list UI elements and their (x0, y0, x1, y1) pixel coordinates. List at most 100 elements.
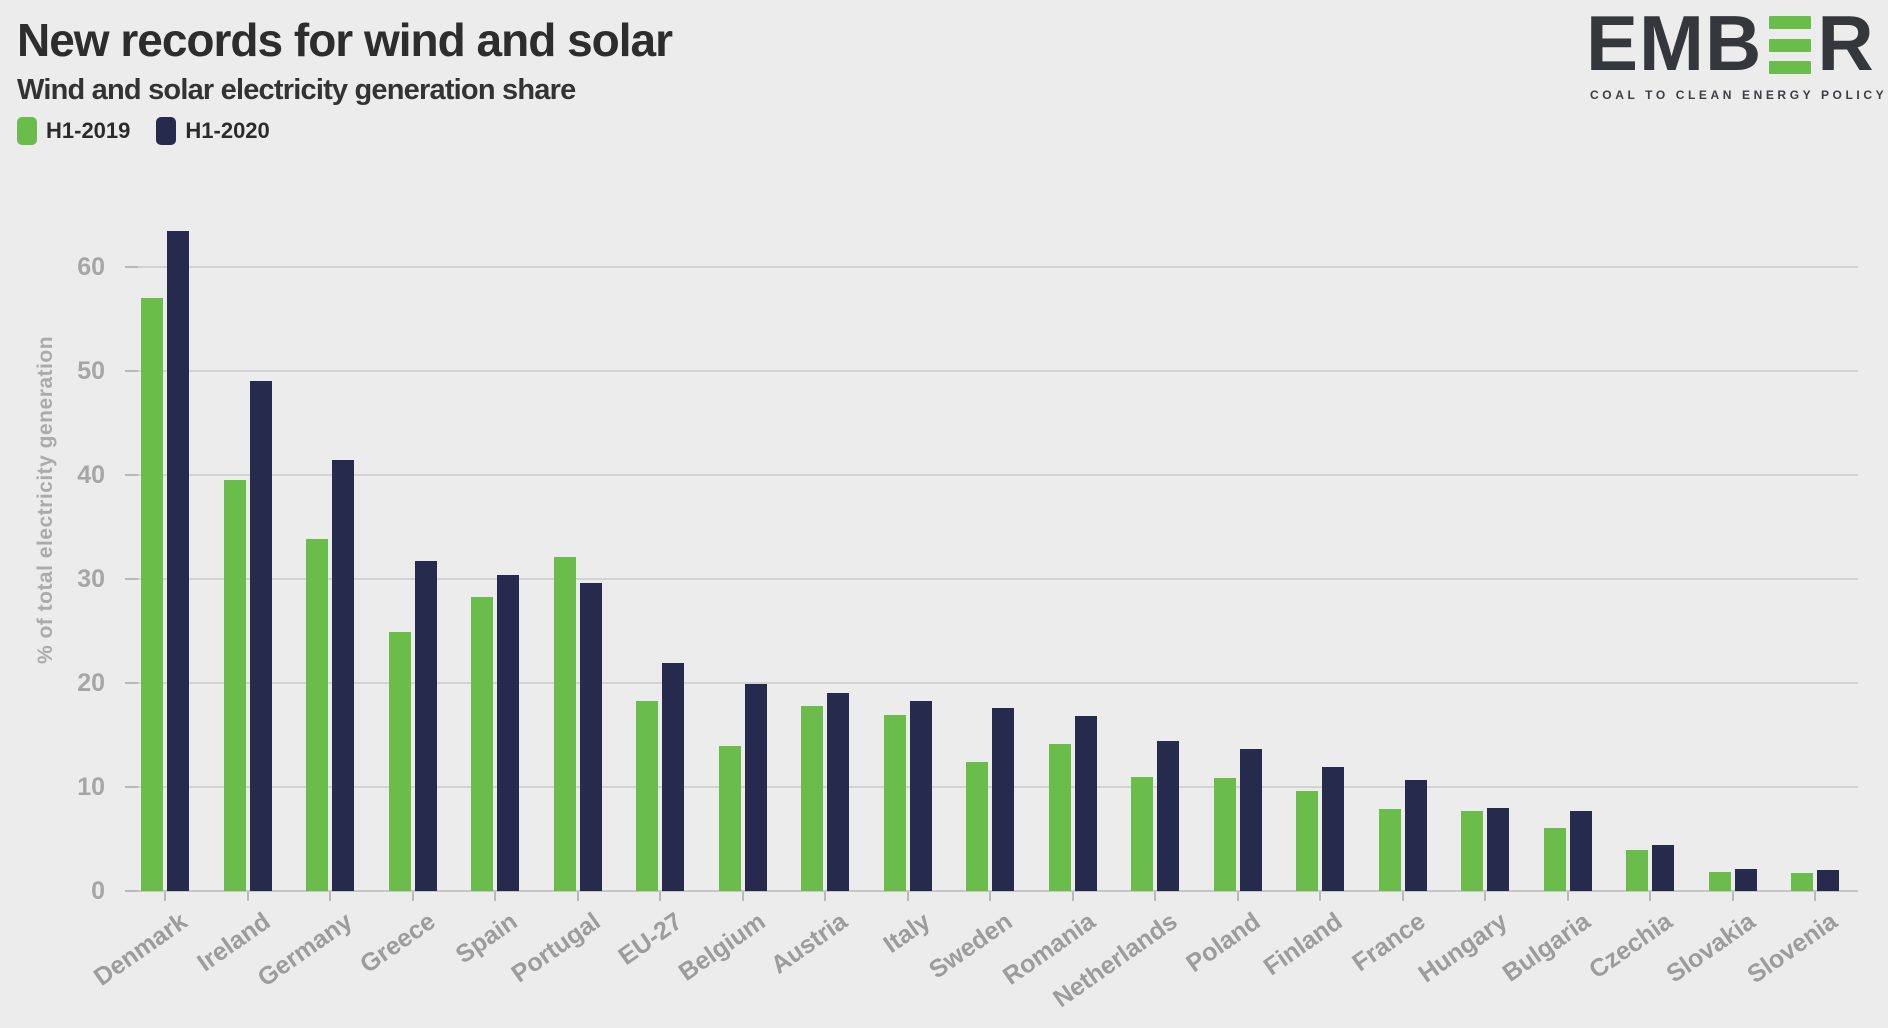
page-title: New records for wind and solar (17, 14, 673, 66)
y-axis-tick-20 (125, 682, 138, 684)
bar-h1-2020-poland (1239, 749, 1262, 891)
x-tick-label-eu-27: EU-27 (613, 907, 688, 971)
x-axis-tick-italy (906, 892, 909, 901)
ember-logo-e-bars-icon (1769, 16, 1812, 74)
legend-label: H1-2019 (46, 118, 131, 143)
bar-h1-2020-italy (909, 701, 932, 891)
x-axis-tick-bulgaria (1566, 892, 1569, 901)
x-axis-tick-poland (1236, 892, 1239, 901)
x-axis-tick-spain (494, 892, 496, 901)
y-axis-tick-40 (125, 474, 138, 476)
legend-swatch-h1-2020 (156, 117, 177, 145)
x-tick-label-finland: Finland (1258, 907, 1348, 982)
bar-h1-2019-sweden (966, 762, 988, 891)
x-tick-label-slovenia: Slovenia (1742, 907, 1843, 990)
x-tick-label-france: France (1346, 907, 1430, 978)
page-subtitle: Wind and solar electricity generation sh… (17, 74, 576, 106)
bar-h1-2020-ireland (249, 381, 272, 891)
x-axis-tick-sweden (989, 892, 991, 901)
ember-tagline: COAL TO CLEAN ENERGY POLICY (1590, 88, 1888, 102)
x-tick-label-czechia: Czechia (1584, 907, 1678, 985)
x-axis-tick-belgium (741, 892, 744, 901)
x-axis-tick-denmark (164, 892, 166, 901)
y-tick-label-0: 0 (91, 877, 105, 905)
x-tick-label-sweden: Sweden (924, 907, 1018, 985)
y-tick-label-60: 60 (77, 253, 105, 281)
bar-h1-2020-netherlands (1157, 741, 1179, 891)
bar-h1-2019-ireland (223, 480, 246, 891)
x-tick-label-poland: Poland (1180, 907, 1265, 978)
x-tick-label-austria: Austria (765, 907, 853, 980)
x-tick-label-germany: Germany (252, 907, 358, 993)
bar-h1-2020-romania (1074, 716, 1097, 891)
legend-item-h1-2020: H1-2020 (156, 117, 270, 145)
bar-h1-2019-romania (1048, 744, 1071, 891)
bar-h1-2019-finland (1296, 791, 1318, 891)
y-tick-label-30: 30 (77, 565, 105, 593)
bar-h1-2019-portugal (553, 557, 576, 891)
logo-green-bar (1769, 38, 1812, 52)
bar-h1-2019-france (1378, 809, 1401, 891)
bar-h1-2019-hungary (1461, 811, 1483, 891)
bar-h1-2020-austria (827, 693, 849, 891)
y-axis-tick-50 (125, 370, 138, 372)
x-tick-label-slovakia: Slovakia (1660, 907, 1760, 989)
bar-h1-2020-bulgaria (1569, 811, 1592, 891)
ember-logo: EMB R COAL TO CLEAN ENERGY POLICY (1586, 0, 1884, 102)
x-axis-tick-portugal (576, 892, 579, 901)
legend-item-h1-2019: H1-2019 (17, 117, 130, 145)
y-axis-tick-0 (125, 890, 138, 892)
gridline-30 (125, 578, 1858, 580)
bar-h1-2019-germany (306, 539, 328, 891)
x-tick-label-hungary: Hungary (1413, 907, 1513, 989)
bar-h1-2020-hungary (1487, 808, 1509, 891)
bar-h1-2020-slovenia (1817, 870, 1839, 891)
x-tick-label-romania: Romania (997, 907, 1100, 991)
x-tick-label-netherlands: Netherlands (1048, 907, 1183, 1013)
bar-h1-2019-greece (388, 632, 411, 891)
gridline-50 (125, 370, 1858, 372)
bar-h1-2020-france (1404, 780, 1427, 891)
x-axis-tick-slovakia (1731, 892, 1734, 901)
bar-h1-2019-czechia (1626, 850, 1648, 891)
bar-h1-2020-belgium (744, 684, 767, 891)
bar-h1-2020-czechia (1652, 845, 1674, 891)
x-axis-tick-finland (1319, 892, 1321, 901)
bar-h1-2020-greece (414, 561, 437, 891)
x-axis-tick-ireland (246, 892, 249, 901)
ember-wordmark-suffix: R (1817, 0, 1875, 87)
legend-label: H1-2020 (185, 118, 270, 143)
bar-h1-2020-finland (1322, 767, 1344, 891)
bar-h1-2019-eu-27 (636, 701, 658, 891)
y-tick-label-50: 50 (77, 357, 105, 385)
x-axis-tick-germany (329, 892, 331, 901)
bar-h1-2019-austria (801, 706, 823, 891)
y-tick-label-40: 40 (77, 461, 105, 489)
x-axis-tick-netherlands (1154, 892, 1156, 901)
x-tick-label-portugal: Portugal (505, 907, 605, 989)
bar-h1-2019-netherlands (1131, 777, 1153, 891)
x-tick-label-ireland: Ireland (191, 907, 275, 978)
bar-h1-2020-germany (332, 460, 354, 891)
y-axis-tick-60 (125, 266, 138, 268)
bar-h1-2019-bulgaria (1543, 828, 1566, 891)
gridline-40 (125, 474, 1858, 476)
bar-h1-2020-spain (497, 575, 519, 891)
legend: H1-2019 H1-2020 (17, 117, 270, 145)
bar-h1-2020-slovakia (1734, 869, 1757, 891)
x-tick-label-italy: Italy (877, 907, 935, 959)
x-tick-label-denmark: Denmark (88, 907, 193, 992)
bar-h1-2020-sweden (992, 708, 1014, 891)
x-tick-label-bulgaria: Bulgaria (1496, 907, 1595, 988)
bar-h1-2019-spain (471, 597, 493, 891)
x-axis-tick-romania (1071, 892, 1074, 901)
x-axis-tick-slovenia (1814, 892, 1816, 901)
bar-h1-2020-eu-27 (662, 663, 684, 891)
bar-h1-2019-slovakia (1708, 872, 1731, 891)
bar-h1-2020-portugal (579, 583, 602, 891)
gridline-60 (125, 266, 1858, 268)
x-tick-label-belgium: Belgium (673, 907, 770, 987)
bar-h1-2019-italy (883, 715, 906, 891)
